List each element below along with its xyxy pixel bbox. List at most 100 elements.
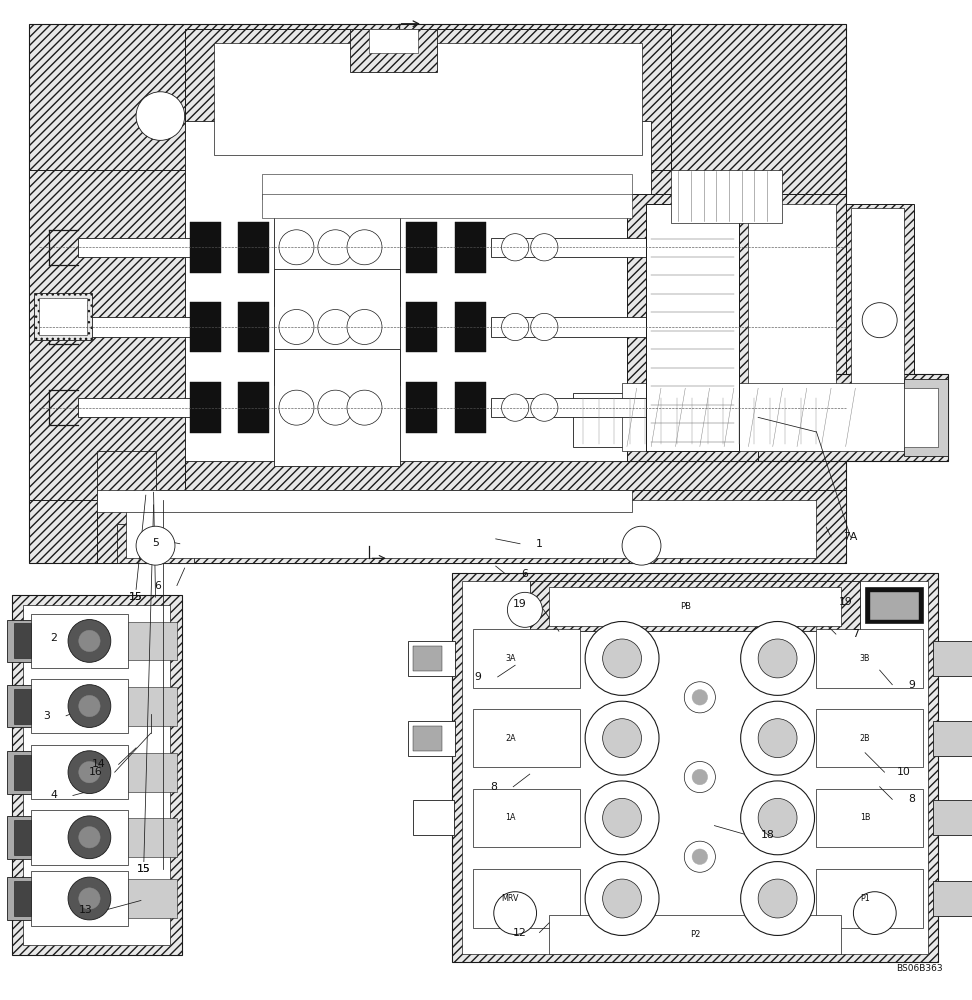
Bar bbox=[455, 382, 486, 433]
Bar bbox=[452, 573, 938, 962]
Circle shape bbox=[603, 879, 642, 918]
Circle shape bbox=[68, 685, 111, 727]
Circle shape bbox=[68, 877, 111, 920]
Bar bbox=[7, 685, 36, 727]
Bar bbox=[31, 810, 128, 864]
Bar bbox=[29, 170, 185, 500]
Bar bbox=[549, 587, 841, 626]
Bar bbox=[671, 170, 782, 223]
Circle shape bbox=[622, 526, 661, 565]
Circle shape bbox=[684, 761, 715, 793]
Bar bbox=[933, 881, 972, 916]
Bar bbox=[612, 374, 948, 461]
Text: PB: PB bbox=[679, 602, 691, 611]
Text: 9: 9 bbox=[908, 680, 916, 690]
Circle shape bbox=[603, 798, 642, 837]
Bar bbox=[7, 620, 36, 662]
Bar bbox=[238, 302, 269, 352]
Circle shape bbox=[684, 841, 715, 872]
Circle shape bbox=[79, 827, 100, 848]
Bar bbox=[78, 317, 190, 337]
Circle shape bbox=[585, 621, 659, 695]
Text: 14: 14 bbox=[92, 759, 106, 769]
Bar bbox=[7, 877, 36, 920]
Circle shape bbox=[741, 701, 815, 775]
Circle shape bbox=[531, 234, 558, 261]
Bar bbox=[31, 745, 128, 799]
Text: 9: 9 bbox=[474, 672, 482, 682]
Text: 5: 5 bbox=[152, 538, 159, 548]
Circle shape bbox=[79, 761, 100, 783]
Bar bbox=[190, 222, 221, 273]
Bar bbox=[933, 641, 972, 676]
Bar bbox=[413, 646, 442, 671]
Bar bbox=[12, 595, 182, 955]
Circle shape bbox=[318, 390, 353, 425]
Circle shape bbox=[68, 816, 111, 859]
Circle shape bbox=[318, 309, 353, 344]
Bar bbox=[406, 222, 437, 273]
Bar bbox=[627, 194, 758, 461]
Circle shape bbox=[79, 888, 100, 909]
Circle shape bbox=[585, 701, 659, 775]
Bar bbox=[117, 524, 194, 563]
Bar bbox=[31, 871, 128, 926]
Circle shape bbox=[502, 394, 529, 421]
Bar bbox=[573, 393, 846, 447]
Bar bbox=[128, 818, 177, 857]
Text: 1B: 1B bbox=[860, 813, 870, 822]
Bar bbox=[14, 881, 31, 916]
Bar bbox=[274, 269, 400, 385]
Text: BS06B363: BS06B363 bbox=[896, 964, 943, 973]
Circle shape bbox=[79, 695, 100, 717]
Bar bbox=[473, 869, 580, 928]
Bar bbox=[865, 587, 923, 623]
Bar bbox=[933, 800, 972, 835]
Bar bbox=[97, 490, 846, 563]
Bar bbox=[14, 689, 31, 724]
Bar bbox=[904, 378, 948, 456]
Bar bbox=[473, 789, 580, 847]
Bar bbox=[491, 317, 646, 337]
Bar bbox=[603, 524, 680, 563]
Bar bbox=[530, 581, 860, 631]
Circle shape bbox=[758, 719, 797, 758]
Circle shape bbox=[758, 798, 797, 837]
Bar bbox=[406, 302, 437, 352]
Text: 19: 19 bbox=[839, 597, 852, 607]
Bar bbox=[7, 816, 36, 859]
Bar bbox=[850, 208, 904, 437]
Circle shape bbox=[279, 390, 314, 425]
Text: 19: 19 bbox=[513, 599, 527, 609]
Text: 3B: 3B bbox=[860, 654, 870, 663]
Bar bbox=[97, 490, 632, 512]
Bar bbox=[408, 641, 455, 676]
Bar bbox=[34, 293, 92, 340]
Circle shape bbox=[494, 892, 537, 934]
Text: 2A: 2A bbox=[505, 734, 515, 743]
Text: MRV: MRV bbox=[502, 894, 519, 903]
Circle shape bbox=[692, 769, 708, 785]
Bar bbox=[238, 222, 269, 273]
Circle shape bbox=[758, 639, 797, 678]
Text: 13: 13 bbox=[79, 905, 92, 915]
Circle shape bbox=[347, 390, 382, 425]
Circle shape bbox=[502, 234, 529, 261]
Text: P1: P1 bbox=[860, 894, 870, 903]
Bar bbox=[350, 29, 437, 72]
Bar bbox=[408, 721, 455, 756]
Circle shape bbox=[502, 313, 529, 341]
Text: 7A: 7A bbox=[844, 532, 857, 542]
Bar bbox=[748, 204, 836, 451]
Bar bbox=[29, 24, 846, 563]
Text: 18: 18 bbox=[761, 830, 775, 840]
Bar bbox=[274, 189, 400, 306]
Bar bbox=[455, 222, 486, 273]
Bar bbox=[128, 622, 177, 660]
Bar bbox=[491, 398, 646, 417]
Bar bbox=[549, 915, 841, 954]
Bar bbox=[14, 623, 31, 658]
Bar bbox=[128, 687, 177, 726]
Circle shape bbox=[585, 862, 659, 935]
Text: 3: 3 bbox=[43, 711, 51, 721]
